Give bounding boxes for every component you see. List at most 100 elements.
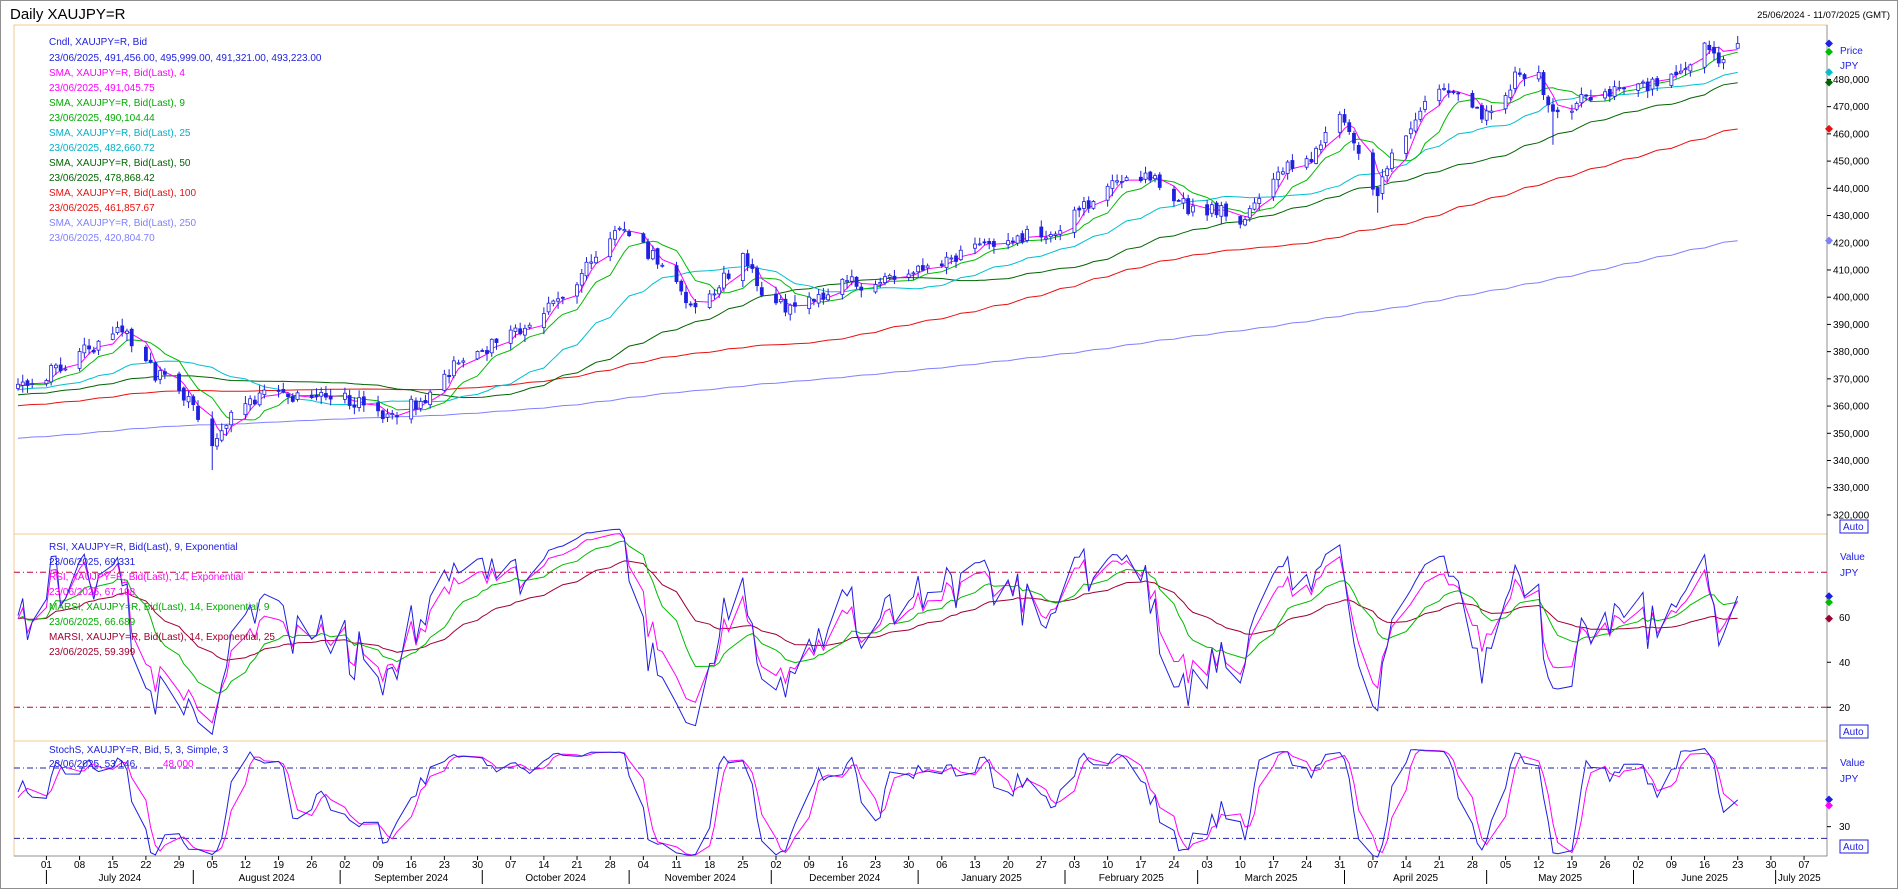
- candle-body: [1479, 105, 1484, 120]
- legend-marsi25-value: 23/06/2025, 59.399: [49, 647, 136, 658]
- candle-body: [982, 241, 987, 244]
- legend-sma4-value: 23/06/2025, 491,045.75: [49, 83, 155, 94]
- candle-body: [219, 430, 224, 441]
- candle-body: [1318, 144, 1323, 150]
- marsi25-last-marker: [1825, 614, 1833, 623]
- stoch-d-line: [17, 749, 1739, 856]
- sma250-last-marker: [1825, 236, 1833, 245]
- candle-body: [96, 340, 101, 351]
- price-axis-title: Price: [1840, 46, 1863, 57]
- candle: [281, 382, 286, 394]
- candle-body: [1091, 201, 1096, 209]
- candle-body: [613, 230, 617, 240]
- candle: [423, 394, 428, 404]
- candle: [1252, 198, 1257, 211]
- candle-body: [1082, 201, 1086, 209]
- main-price-panel[interactable]: [13, 24, 1828, 535]
- candle-body: [30, 383, 35, 385]
- candle-body: [395, 415, 399, 418]
- candle: [977, 237, 982, 246]
- candle: [224, 424, 229, 436]
- legend-candle-value: 23/06/2025, 491,456.00, 495,999.00, 491,…: [49, 53, 322, 64]
- candle: [551, 299, 556, 307]
- candle: [1285, 160, 1290, 180]
- candle: [1603, 88, 1607, 101]
- auto-scale-stoch-button[interactable]: Auto: [1839, 839, 1869, 854]
- candle-body: [1683, 68, 1688, 71]
- candle-body: [1451, 91, 1456, 94]
- candle: [1342, 108, 1347, 126]
- candle-body: [1371, 152, 1375, 190]
- legend-candle-label: Cndl, XAUJPY=R, Bid: [49, 37, 147, 48]
- candle-body: [1257, 198, 1262, 204]
- candle: [25, 378, 30, 393]
- candle-body: [987, 241, 992, 245]
- x-day-label: 16: [837, 860, 849, 871]
- rsi-axis-unit: JPY: [1840, 568, 1859, 579]
- price-tick-label: 380,000: [1833, 347, 1870, 358]
- candle-body: [120, 325, 125, 333]
- rsi-panel[interactable]: [13, 533, 1828, 742]
- candle: [1209, 201, 1214, 218]
- x-day-label: 18: [704, 860, 716, 871]
- price-tick-label: 400,000: [1833, 293, 1870, 304]
- candle: [447, 369, 452, 384]
- candle: [987, 237, 992, 250]
- candle: [489, 338, 494, 357]
- candle: [622, 221, 627, 233]
- candle-body: [541, 313, 546, 328]
- candle: [1010, 237, 1015, 246]
- candle: [679, 279, 684, 296]
- candle: [1404, 135, 1408, 160]
- auto-scale-rsi-button[interactable]: Auto: [1839, 724, 1869, 739]
- candle-body: [1276, 171, 1281, 181]
- candle: [1148, 170, 1153, 183]
- legend-marsi25-label: MARSI, XAUJPY=R, Bid(Last), 14, Exponent…: [49, 632, 275, 643]
- candle: [541, 307, 546, 335]
- rsi-tick-label: 20: [1839, 703, 1851, 714]
- candle-body: [958, 249, 963, 261]
- candle: [1257, 193, 1262, 211]
- axis-titles: Price JPY Value JPY Value JPY: [1840, 46, 1865, 785]
- candle: [125, 328, 129, 342]
- candle-body: [286, 393, 290, 398]
- candle-body: [684, 291, 688, 304]
- candle-body: [1314, 147, 1318, 164]
- legend-marsi9-value: 23/06/2025, 66.689: [49, 617, 136, 628]
- candle: [527, 322, 532, 330]
- candle: [807, 292, 812, 315]
- candle-body: [1551, 104, 1555, 112]
- candle: [456, 359, 461, 365]
- candle: [1423, 95, 1427, 113]
- candle-body: [750, 264, 755, 269]
- legend-stoch-label: StochS, XAUJPY=R, Bid, 5, 3, Simple, 3: [49, 745, 229, 756]
- candle: [707, 289, 712, 310]
- candle: [812, 298, 816, 306]
- candle-body: [385, 413, 390, 418]
- x-day-label: 23: [870, 860, 882, 871]
- x-day-label: 03: [1069, 860, 1081, 871]
- candle-body: [1484, 110, 1489, 121]
- candle-body: [717, 287, 722, 295]
- x-day-label: 01: [41, 860, 53, 871]
- candle: [1375, 186, 1380, 213]
- legend-sma25-label: SMA, XAUJPY=R, Bid(Last), 25: [49, 128, 191, 139]
- candle: [849, 269, 854, 286]
- candle: [395, 412, 399, 425]
- candle: [191, 394, 196, 411]
- candle: [1281, 167, 1285, 176]
- candle: [110, 326, 115, 341]
- candle-body: [153, 362, 158, 381]
- candle: [1479, 102, 1484, 123]
- auto-scale-price-button[interactable]: Auto: [1839, 519, 1869, 534]
- candle: [385, 408, 390, 422]
- x-day-label: 03: [1202, 860, 1214, 871]
- candle-body: [63, 368, 68, 371]
- candle: [859, 283, 864, 298]
- candle-body: [1385, 168, 1390, 177]
- candle: [916, 264, 921, 279]
- stochastic-panel[interactable]: [13, 740, 1828, 857]
- candle: [210, 411, 215, 471]
- x-day-label: 20: [1003, 860, 1015, 871]
